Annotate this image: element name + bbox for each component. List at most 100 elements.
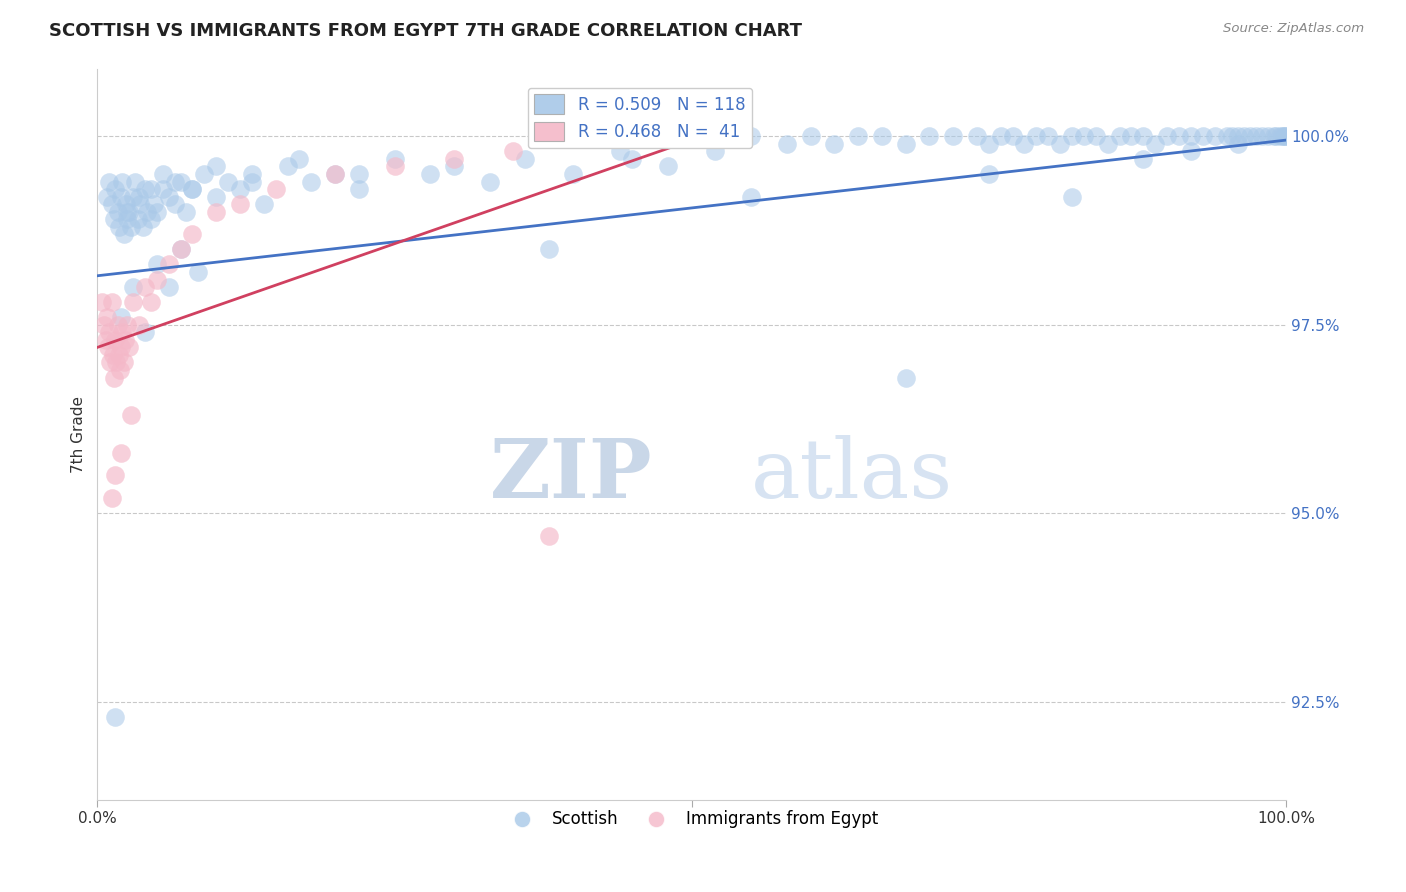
Point [870, 129, 893, 144]
Point [1168, 129, 1191, 144]
Point [217, 175, 239, 189]
Point [609, 145, 631, 159]
Point [1060, 129, 1083, 144]
Point [107, 318, 129, 332]
Point [1025, 129, 1047, 144]
Point [205, 189, 228, 203]
Point [107, 204, 129, 219]
Point [105, 355, 128, 369]
Point [110, 189, 132, 203]
Point [115, 318, 138, 332]
Point [100, 295, 122, 310]
Point [97, 340, 120, 354]
Point [1227, 136, 1250, 151]
Point [169, 243, 191, 257]
Point [205, 204, 228, 219]
Point [91, 295, 114, 310]
Point [96, 310, 118, 325]
Point [1268, 129, 1291, 144]
Point [621, 152, 644, 166]
Point [122, 189, 145, 203]
Point [515, 152, 537, 166]
Point [1132, 129, 1154, 144]
Point [134, 182, 156, 196]
Point [1156, 129, 1178, 144]
Point [1263, 129, 1285, 144]
Point [277, 160, 299, 174]
Point [181, 182, 204, 196]
Point [384, 152, 406, 166]
Point [1049, 136, 1071, 151]
Point [100, 491, 122, 505]
Point [846, 129, 869, 144]
Point [1073, 129, 1095, 144]
Point [1222, 129, 1244, 144]
Point [1084, 129, 1107, 144]
Point [288, 152, 311, 166]
Point [537, 529, 560, 543]
Point [253, 197, 276, 211]
Point [384, 160, 406, 174]
Y-axis label: 7th Grade: 7th Grade [72, 395, 86, 473]
Point [823, 136, 845, 151]
Point [323, 167, 346, 181]
Point [111, 326, 134, 340]
Point [98, 175, 121, 189]
Point [115, 204, 138, 219]
Point [966, 129, 988, 144]
Point [146, 204, 169, 219]
Text: SCOTTISH VS IMMIGRANTS FROM EGYPT 7TH GRADE CORRELATION CHART: SCOTTISH VS IMMIGRANTS FROM EGYPT 7TH GR… [49, 22, 803, 40]
Point [681, 129, 703, 144]
Point [561, 167, 583, 181]
Point [98, 326, 121, 340]
Point [1274, 129, 1296, 144]
Text: ZIP: ZIP [489, 435, 652, 516]
Point [1215, 129, 1237, 144]
Point [96, 189, 118, 203]
Point [157, 280, 180, 294]
Point [134, 280, 156, 294]
Point [169, 243, 191, 257]
Point [114, 333, 136, 347]
Point [128, 318, 150, 332]
Point [111, 175, 134, 189]
Point [443, 160, 465, 174]
Point [894, 136, 917, 151]
Point [229, 197, 252, 211]
Point [131, 219, 153, 234]
Point [1257, 129, 1279, 144]
Point [918, 129, 941, 144]
Point [205, 160, 228, 174]
Point [157, 257, 180, 271]
Point [977, 167, 1000, 181]
Point [122, 295, 145, 310]
Point [1060, 189, 1083, 203]
Point [704, 145, 727, 159]
Point [181, 182, 204, 196]
Point [347, 167, 370, 181]
Point [1271, 129, 1294, 144]
Point [100, 355, 122, 369]
Point [136, 204, 159, 219]
Point [157, 189, 180, 203]
Point [143, 197, 166, 211]
Point [478, 175, 501, 189]
Point [537, 243, 560, 257]
Legend: Scottish, Immigrants from Egypt: Scottish, Immigrants from Egypt [499, 804, 884, 835]
Point [94, 333, 117, 347]
Point [799, 129, 821, 144]
Point [1121, 129, 1143, 144]
Point [347, 182, 370, 196]
Point [1132, 152, 1154, 166]
Point [1244, 129, 1267, 144]
Point [100, 197, 122, 211]
Point [146, 272, 169, 286]
Point [1239, 129, 1261, 144]
Point [1180, 145, 1202, 159]
Point [124, 175, 146, 189]
Point [146, 257, 169, 271]
Point [1204, 129, 1226, 144]
Point [1272, 129, 1295, 144]
Point [104, 333, 127, 347]
Point [740, 189, 762, 203]
